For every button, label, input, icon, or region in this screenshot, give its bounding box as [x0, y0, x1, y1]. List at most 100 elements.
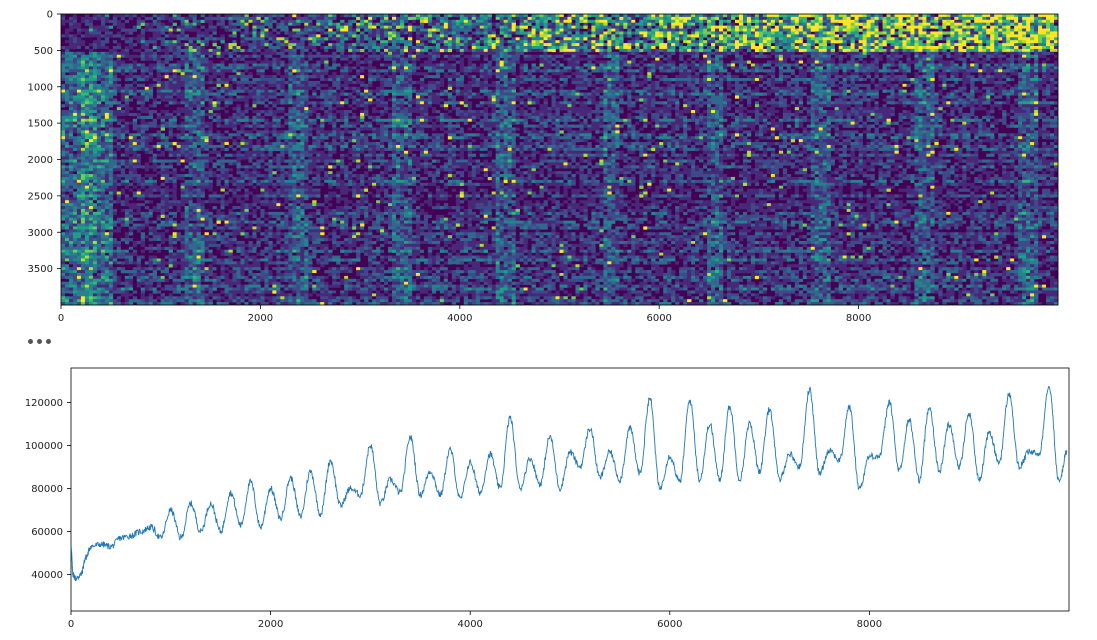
heatmap-cell — [631, 22, 636, 26]
heatmap-cell — [667, 37, 672, 41]
heatmap-cell — [61, 63, 66, 67]
heatmap-cell — [962, 63, 967, 67]
heatmap-cell — [794, 43, 800, 47]
heatmap-cell — [806, 69, 812, 73]
heatmap-cell — [132, 14, 138, 18]
heatmap-cell — [463, 25, 469, 29]
heatmap-cell — [619, 48, 624, 53]
heatmap-cell — [352, 43, 357, 47]
heatmap-cell — [599, 31, 604, 35]
heatmap-cell — [866, 75, 871, 79]
heatmap-cell — [403, 43, 409, 47]
heatmap-cell — [623, 66, 628, 70]
heatmap-cell — [439, 37, 445, 41]
heatmap-cell — [822, 14, 827, 18]
heatmap-cell — [1046, 43, 1051, 47]
heatmap-cell — [814, 60, 820, 64]
heatmap-cell — [523, 43, 528, 47]
heatmap-cell — [344, 72, 349, 76]
heatmap-cell — [120, 25, 126, 29]
heatmap-cell — [332, 63, 337, 67]
heatmap-cell — [176, 28, 181, 32]
heatmap-cell — [431, 14, 437, 18]
heatmap-cell — [575, 22, 580, 26]
heatmap-cell — [168, 46, 173, 50]
heatmap-cell — [723, 40, 728, 44]
heatmap-cell — [591, 19, 596, 24]
heatmap-cell — [276, 78, 281, 82]
heatmap-cell — [746, 80, 752, 85]
heatmap-cell — [68, 43, 74, 47]
heatmap-cell — [711, 37, 716, 41]
heatmap-cell — [68, 37, 74, 41]
heatmap-cell — [719, 14, 724, 18]
heatmap-cell — [296, 66, 301, 70]
heatmap-cell — [148, 28, 154, 32]
heatmap-cell — [878, 69, 883, 73]
heatmap-cell — [431, 69, 437, 73]
heatmap-cell — [555, 69, 560, 73]
heatmap-cell — [88, 43, 94, 47]
heatmap-cell — [411, 54, 417, 58]
heatmap-cell — [571, 40, 576, 44]
heatmap-cell — [695, 28, 700, 32]
heatmap-cell — [368, 34, 373, 38]
heatmap-cell — [723, 46, 728, 50]
heatmap-cell — [830, 63, 835, 67]
heatmap-cell — [774, 48, 780, 53]
heatmap-cell — [599, 48, 604, 53]
heatmap-cell — [527, 22, 532, 26]
heatmap-cell — [268, 75, 273, 79]
heatmap-cell — [746, 43, 752, 47]
heatmap-cell — [926, 51, 931, 56]
heatmap-cell — [403, 14, 409, 18]
heatmap-cell — [531, 54, 536, 58]
heatmap-cell — [778, 14, 784, 18]
heatmap-cell — [184, 25, 189, 29]
heatmap-cell — [260, 28, 265, 32]
heatmap-cell — [1002, 48, 1007, 53]
heatmap-cell — [627, 16, 632, 21]
heatmap-cell — [184, 69, 189, 73]
heatmap-cell — [611, 34, 616, 38]
heatmap-cell — [870, 22, 875, 26]
heatmap-cell — [236, 66, 241, 70]
heatmap-cell — [419, 78, 425, 82]
heatmap-cell — [954, 75, 959, 79]
heatmap-cell — [180, 34, 185, 38]
heatmap-cell — [1054, 63, 1059, 67]
heatmap-cell — [252, 34, 257, 38]
heatmap-cell — [372, 54, 377, 58]
heatmap-cell — [699, 57, 704, 61]
heatmap-cell — [96, 22, 102, 26]
heatmap-cell — [838, 60, 843, 64]
heatmap-cell — [531, 60, 536, 64]
heatmap-cell — [348, 28, 353, 32]
heatmap-cell — [679, 66, 684, 70]
heatmap-cell — [950, 66, 955, 70]
heatmap-cell — [511, 66, 516, 70]
heatmap-cell — [479, 14, 485, 18]
heatmap-cell — [435, 25, 441, 29]
heatmap-cell — [284, 37, 289, 41]
heatmap-cell — [978, 54, 983, 58]
heatmap-cell — [730, 51, 736, 56]
heatmap-cell — [894, 63, 899, 67]
heatmap-cell — [220, 69, 225, 73]
heatmap-cell — [970, 75, 975, 79]
heatmap-cell — [1034, 51, 1039, 56]
heatmap-cell — [882, 75, 887, 79]
heatmap-cell — [974, 51, 979, 56]
heatmap-cell — [655, 25, 660, 29]
heatmap-cell — [1050, 46, 1055, 50]
heatmap-cell — [1050, 37, 1055, 41]
heatmap-cell — [527, 72, 532, 76]
heatmap-cell — [910, 43, 915, 47]
heatmap-cell — [495, 14, 500, 18]
heatmap-cell — [559, 37, 564, 41]
heatmap-cell — [332, 14, 337, 18]
heatmap-cell — [547, 60, 552, 64]
heatmap-cell — [104, 78, 110, 82]
heatmap-cell — [451, 43, 457, 47]
heatmap-cell — [707, 66, 712, 70]
